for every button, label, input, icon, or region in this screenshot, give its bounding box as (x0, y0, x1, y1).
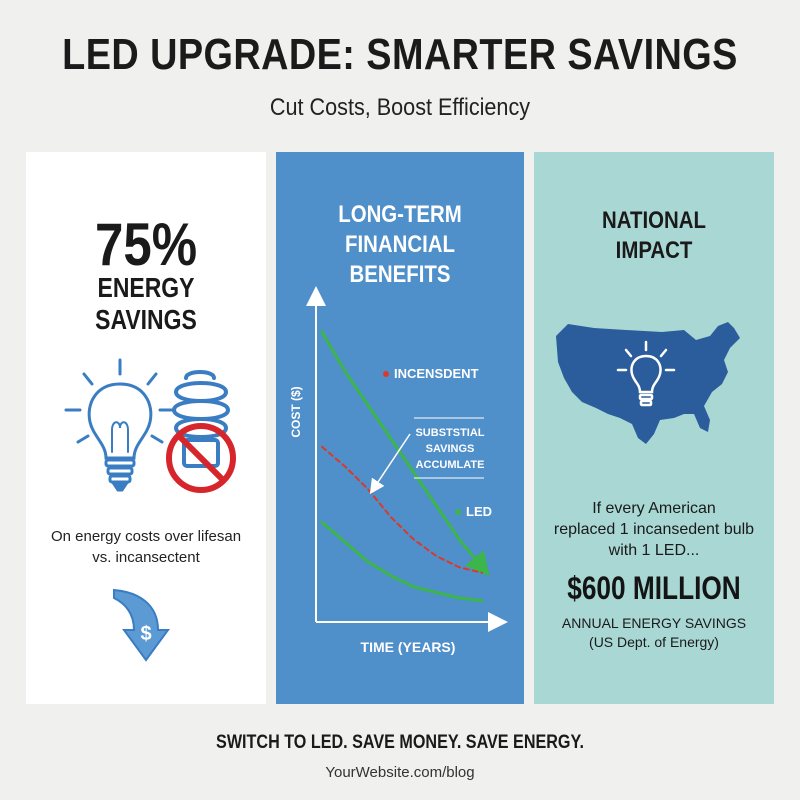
series-line-1 (321, 445, 483, 574)
annotation-arrow (369, 433, 411, 495)
annual-savings-value: $600 MILLION (567, 570, 741, 606)
legend-label-0: INCENSDENT (394, 366, 479, 381)
heading-line1: LONG-TERM FINANCIAL (338, 201, 462, 258)
text-line1: If every American (592, 500, 716, 517)
annotation-text-2: ACCUMLATE (416, 459, 485, 471)
stat-label-line2: SAVINGS (95, 304, 197, 335)
footer-url-link[interactable]: YourWebsite.com/blog (325, 764, 475, 781)
national-impact-panel: NATIONAL IMPACT If every American replac… (534, 152, 774, 704)
x-axis-label: TIME (YEARS) (361, 639, 456, 655)
national-impact-heading: NATIONAL IMPACT (552, 206, 756, 266)
text-line3: with 1 LED... (608, 542, 700, 559)
legend-label-1: LED (466, 504, 492, 519)
heading-line1: NATIONAL (602, 207, 706, 234)
page-title: LED UPGRADE: SMARTER SAVINGS (62, 30, 738, 79)
series-line-0 (320, 330, 490, 577)
energy-savings-panel: 75% ENERGY SAVINGS (26, 152, 266, 704)
small-line1: ANNUAL ENERGY SAVINGS (561, 615, 747, 631)
lightbulb-icon (64, 358, 176, 492)
page-subtitle: Cut Costs, Boost Efficiency (269, 94, 531, 121)
heading-line2: IMPACT (615, 237, 693, 264)
dollar-down-arrow-icon: $ (113, 588, 170, 662)
legend-marker-0 (383, 371, 389, 377)
financial-benefits-panel: LONG-TERM FINANCIAL BENEFITS COST ($) TIM… (276, 152, 524, 704)
stat-label-line1: ENERGY (97, 272, 195, 303)
lightbulb-icon (616, 340, 676, 407)
text-line2: replaced 1 incansedent bulb (553, 521, 755, 538)
footer-tagline: SWITCH TO LED. SAVE MONEY. SAVE ENERGY. (216, 732, 584, 753)
annotation-text-0: SUBSTSTIAL (415, 427, 484, 439)
caption-line1: On energy costs over lifesan (50, 528, 242, 545)
energy-savings-percent: 75% (94, 211, 198, 278)
us-map-graphic (556, 322, 740, 444)
annotation-text-1: SAVINGS (426, 443, 475, 455)
heading-line2: BENEFITS (349, 261, 451, 288)
left-icons: $ (64, 358, 236, 662)
series-line-2 (320, 520, 484, 603)
legend-marker-1 (455, 509, 461, 515)
y-axis-label: COST ($) (289, 386, 303, 437)
cfl-bulb-prohibited-icon (166, 370, 236, 493)
svg-text:$: $ (140, 623, 151, 645)
national-impact-text: If every American replaced 1 incansedent… (534, 498, 774, 561)
financial-benefits-heading: LONG-TERM FINANCIAL BENEFITS (295, 200, 506, 290)
caption-line2: vs. incansectent (92, 549, 200, 566)
small-line2: (US Dept. of Energy) (589, 634, 719, 650)
energy-savings-label: ENERGY SAVINGS (48, 272, 245, 336)
annual-savings-label: ANNUAL ENERGY SAVINGS (US Dept. of Energ… (534, 614, 774, 652)
energy-savings-caption: On energy costs over lifesan vs. incanse… (26, 526, 266, 568)
cost-over-time-chart: COST ($) TIME (YEARS) INCENSDENT LED SUBSTST… (289, 286, 508, 655)
